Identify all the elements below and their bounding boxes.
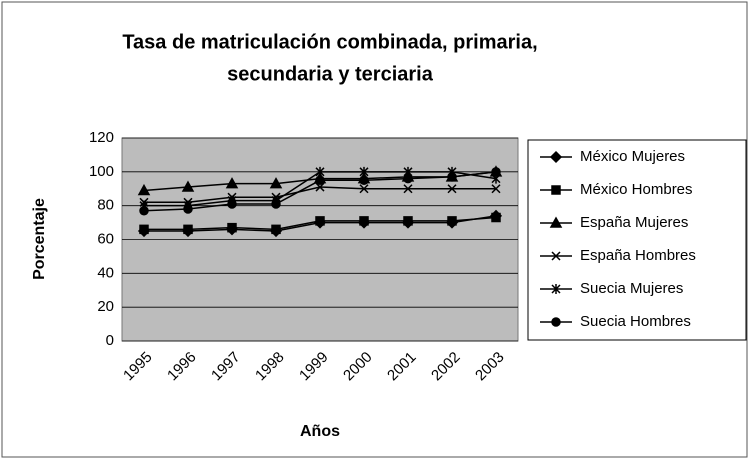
legend-marker — [551, 185, 561, 195]
point — [447, 172, 457, 182]
point — [225, 177, 239, 189]
point — [359, 184, 369, 194]
legend-label: Suecia Mujeres — [580, 280, 683, 297]
point — [269, 177, 283, 189]
y-tick-label: 60 — [97, 230, 114, 247]
chart-title: Tasa de matriculación combinada, primari… — [122, 31, 537, 53]
y-tick-label: 100 — [89, 163, 114, 180]
x-axis-title: Años — [300, 423, 340, 440]
point — [491, 184, 501, 194]
legend-label: España Mujeres — [580, 214, 688, 231]
point — [447, 184, 457, 194]
legend-label: España Hombres — [580, 247, 696, 264]
y-axis-title: Porcentaje — [31, 198, 48, 280]
legend — [527, 139, 747, 341]
legend-marker — [551, 284, 561, 294]
legend-label: Suecia Hombres — [580, 313, 691, 330]
point — [271, 199, 281, 209]
point — [447, 216, 457, 226]
point — [137, 183, 151, 196]
point — [315, 182, 325, 192]
y-tick-label: 80 — [97, 197, 114, 214]
point — [139, 205, 149, 216]
point — [315, 216, 325, 226]
y-tick-label: 40 — [97, 264, 114, 281]
y-tick-label: 120 — [89, 129, 114, 146]
legend-marker — [551, 251, 561, 261]
point — [227, 199, 237, 209]
legend-marker — [549, 216, 563, 228]
point — [403, 173, 413, 184]
point — [271, 224, 281, 235]
point — [183, 224, 193, 235]
point — [491, 212, 501, 223]
point — [315, 175, 325, 186]
point — [491, 167, 501, 177]
point — [139, 224, 149, 235]
point — [181, 180, 195, 192]
point — [403, 216, 413, 226]
legend-label: México Mujeres — [580, 148, 685, 165]
chart-subtitle: secundaria y terciaria — [227, 63, 434, 85]
legend-marker — [549, 150, 563, 164]
legend-marker — [551, 317, 561, 327]
legend-label: México Hombres — [580, 181, 693, 198]
point — [315, 166, 325, 177]
y-tick-label: 0 — [106, 332, 114, 349]
point — [359, 166, 369, 177]
point — [227, 222, 237, 233]
point — [403, 184, 413, 194]
y-tick-label: 20 — [97, 298, 114, 315]
point — [359, 175, 369, 186]
point — [359, 216, 369, 226]
point — [183, 204, 193, 214]
